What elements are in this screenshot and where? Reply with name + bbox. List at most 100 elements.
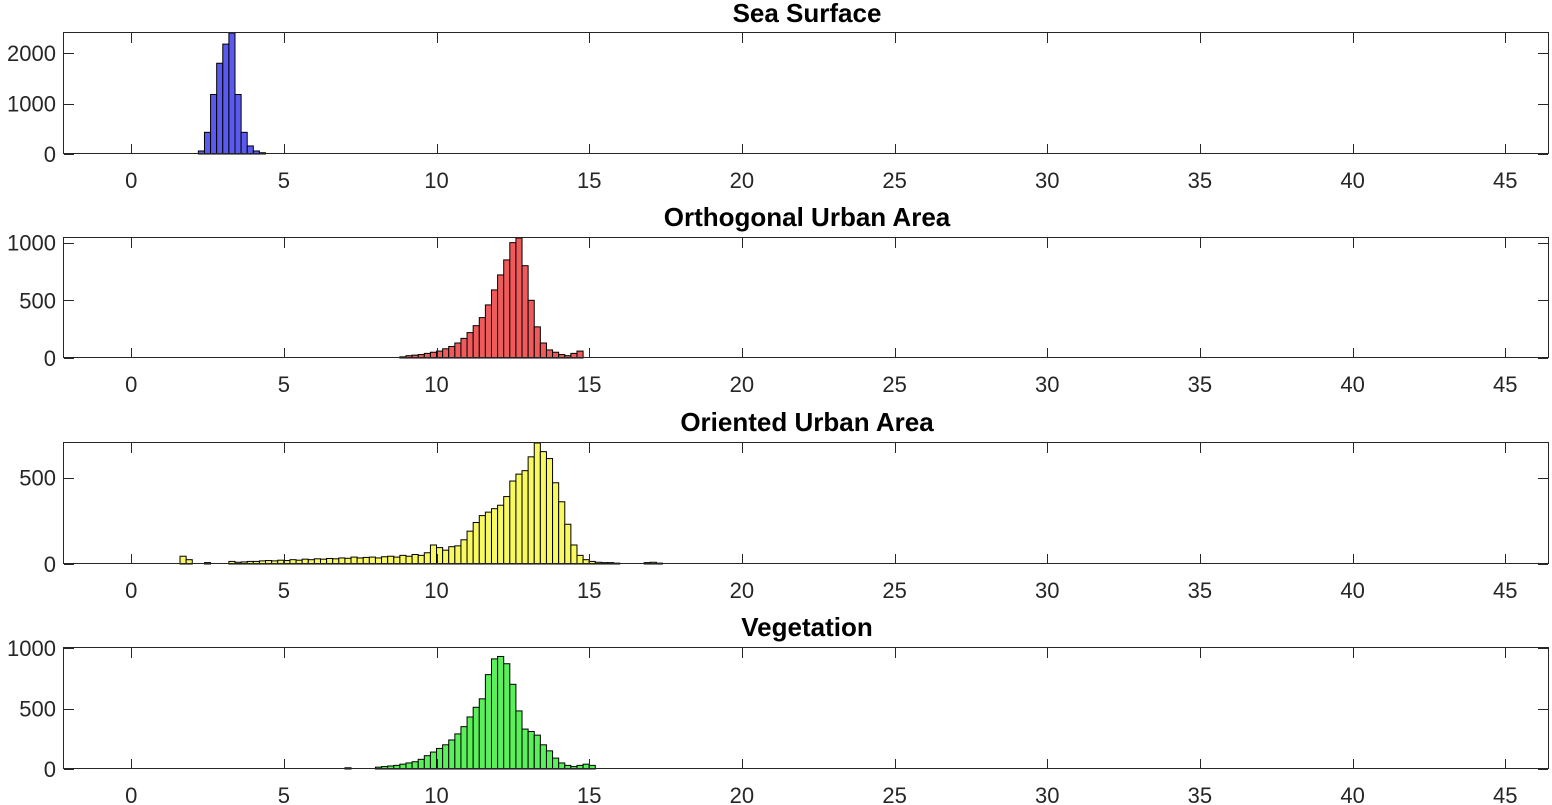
x-tick-label: 40: [1340, 783, 1364, 805]
histogram-bar: [472, 522, 480, 565]
histogram-bar: [240, 131, 248, 155]
bars-group: [179, 442, 663, 565]
x-tick-label: 35: [1188, 783, 1212, 805]
y-tick-label: 1000: [7, 92, 56, 117]
axes-box: [63, 237, 1549, 358]
histogram-bar: [448, 546, 456, 565]
x-tick-label: 5: [278, 578, 290, 603]
histogram-bar: [503, 663, 511, 770]
x-tick-label: 30: [1035, 372, 1059, 397]
x-tick-label: 45: [1493, 168, 1517, 193]
x-tick-label: 10: [424, 783, 448, 805]
histogram-bar: [387, 555, 395, 565]
axes-box: [63, 32, 1549, 154]
histogram-bar: [442, 549, 450, 565]
histogram-bar: [210, 94, 218, 155]
panel-vegetation: Vegetation 0 5 10 15 20 25 30 35 40 45 0 500 1000: [7, 612, 1549, 805]
histogram-bar: [179, 555, 187, 565]
histogram-bar: [533, 326, 541, 359]
panel-title: Vegetation: [741, 612, 872, 642]
histogram-bar: [393, 556, 401, 565]
y-tick-label: 500: [19, 288, 56, 313]
panel-oriented-urban-area: Oriented Urban Area 0 5 10 15 20 25 30 35 40 45 0 5…: [19, 407, 1549, 603]
x-tick-label: 5: [278, 168, 290, 193]
histogram-bar: [521, 728, 529, 770]
histogram-bar: [558, 501, 566, 565]
histogram-bar: [552, 482, 560, 565]
histogram-bar: [466, 530, 474, 565]
histogram-bar: [576, 350, 584, 359]
histogram-bar: [381, 556, 389, 565]
histogram-bar: [203, 131, 212, 155]
histogram-bar: [521, 265, 529, 359]
x-tick-label: 40: [1340, 168, 1364, 193]
histogram-bar: [411, 761, 419, 770]
y-tick-label: 0: [44, 346, 56, 371]
histogram-bar: [564, 523, 572, 565]
x-tick-label: 45: [1493, 578, 1517, 603]
histogram-bar: [466, 716, 474, 770]
histogram-bar: [509, 242, 517, 359]
x-tick-label: 5: [278, 783, 290, 805]
x-tick-label: 15: [577, 578, 601, 603]
histogram-bar: [454, 545, 462, 565]
x-tick-label: 25: [882, 372, 906, 397]
x-tick-label: 0: [125, 578, 137, 603]
histogram-bar: [222, 43, 230, 155]
x-tick-label: 20: [730, 168, 754, 193]
x-tick-label: 25: [882, 783, 906, 805]
panel-title: Oriented Urban Area: [680, 407, 934, 437]
y-tick-label: 500: [19, 697, 56, 722]
y-tick-label: 0: [44, 552, 56, 577]
x-tick-label: 30: [1035, 168, 1059, 193]
x-tick-label: 25: [882, 168, 906, 193]
histogram-bar: [472, 706, 480, 770]
histogram-bar: [417, 758, 425, 770]
histogram-bar: [527, 456, 535, 565]
histogram-bar: [228, 32, 236, 155]
histogram-bar: [448, 739, 456, 770]
histogram-bar: [490, 658, 499, 770]
x-tick-label: 35: [1188, 578, 1212, 603]
histogram-bar: [350, 556, 358, 565]
bars-group: [197, 32, 267, 155]
x-tick-label: 0: [125, 168, 137, 193]
ticks-group: 0 5 10 15 20 25 30 35 40 45 0 500 1000: [7, 636, 1548, 805]
histogram-bar: [527, 730, 535, 770]
histogram-bar: [552, 757, 560, 770]
histogram-bar: [399, 554, 407, 565]
histogram-bar: [466, 332, 474, 359]
histogram-bar: [539, 342, 547, 359]
histogram-bar: [503, 259, 511, 359]
histogram-bar: [417, 554, 425, 565]
histogram-bar: [472, 325, 480, 359]
histogram-bar: [442, 744, 450, 770]
histogram-bar: [234, 94, 242, 155]
histogram-bar: [368, 556, 376, 565]
panel-sea-surface: Sea Surface 0 5 10 15 20 25 30 35 40 45 0 1000 2000: [7, 0, 1549, 193]
x-tick-label: 10: [424, 168, 448, 193]
histogram-bar: [490, 508, 499, 565]
histogram-bar: [478, 515, 486, 565]
histogram-bar: [423, 755, 431, 770]
x-tick-label: 30: [1035, 578, 1059, 603]
x-tick-label: 0: [125, 372, 137, 397]
histogram-bar: [246, 145, 254, 155]
x-tick-label: 15: [577, 783, 601, 805]
histogram-bar: [411, 553, 419, 565]
x-tick-label: 20: [730, 372, 754, 397]
histogram-bar: [515, 473, 523, 565]
ticks-group: 0 5 10 15 20 25 30 35 40 45 0 500: [19, 443, 1548, 603]
ticks-group: 0 5 10 15 20 25 30 35 40 45 0 500 1000: [7, 231, 1548, 397]
histogram-bar: [460, 337, 468, 359]
bars-group: [344, 655, 596, 770]
histogram-bar: [405, 555, 413, 565]
histogram-bar: [539, 744, 547, 770]
panel-title: Orthogonal Urban Area: [664, 202, 951, 232]
x-tick-label: 35: [1188, 168, 1212, 193]
histogram-bar: [454, 733, 462, 770]
x-tick-label: 15: [577, 372, 601, 397]
histogram-bar: [545, 349, 554, 359]
histogram-bar: [545, 458, 554, 565]
histogram-bar: [576, 554, 584, 565]
